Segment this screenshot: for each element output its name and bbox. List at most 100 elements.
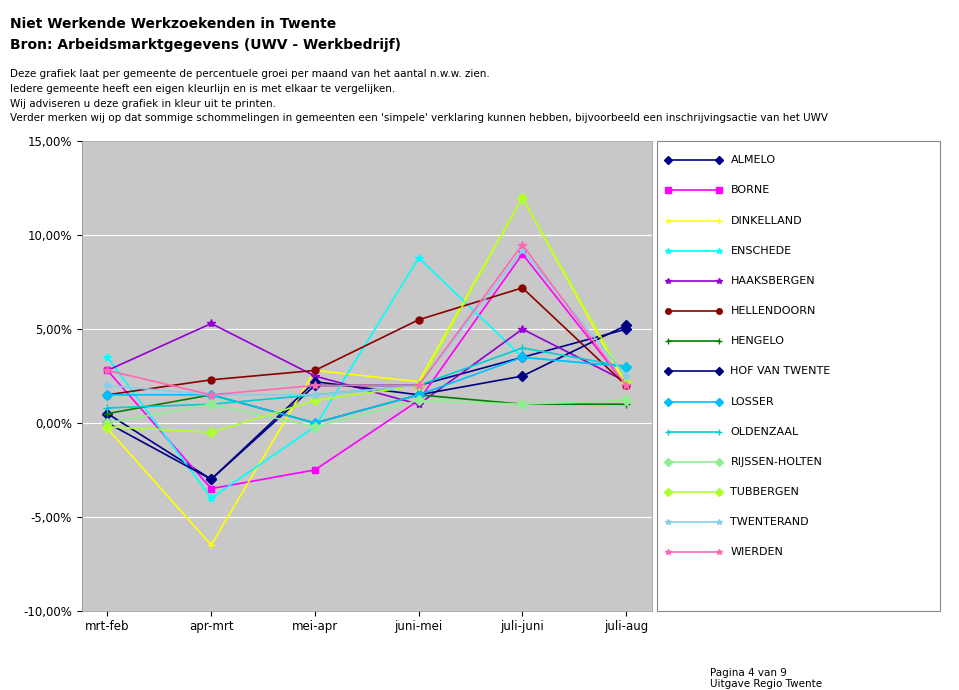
Text: OLDENZAAL: OLDENZAAL — [731, 426, 799, 437]
ENSCHEDE — [309, 422, 320, 431]
Text: BORNE: BORNE — [731, 186, 770, 195]
Text: DINKELLAND: DINKELLAND — [731, 215, 802, 226]
Line: OLDENZAAL: OLDENZAAL — [104, 344, 630, 412]
HELLENDOORN — [102, 391, 113, 399]
HOF VAN TWENTE — [309, 377, 320, 386]
ENSCHEDE — [620, 362, 632, 371]
Text: Niet Werkende Werkzoekenden in Twente: Niet Werkende Werkzoekenden in Twente — [10, 17, 336, 31]
LOSSER — [413, 391, 425, 399]
WIERDEN — [205, 391, 217, 399]
ENSCHEDE — [205, 494, 217, 502]
WIERDEN — [413, 382, 425, 390]
DINKELLAND — [413, 377, 425, 386]
Text: Deze grafiek laat per gemeente de percentuele groei per maand van het aantal n.w: Deze grafiek laat per gemeente de percen… — [10, 69, 489, 79]
DINKELLAND — [102, 424, 113, 433]
Text: TWENTERAND: TWENTERAND — [731, 518, 809, 527]
WIERDEN — [309, 382, 320, 390]
HENGELO — [620, 400, 632, 408]
HOF VAN TWENTE — [413, 391, 425, 399]
TWENTERAND — [620, 372, 632, 380]
HELLENDOORN — [309, 366, 320, 375]
RIJSSEN-HOLTEN — [309, 422, 320, 431]
Text: Wij adviseren u deze grafiek in kleur uit te printen.: Wij adviseren u deze grafiek in kleur ui… — [10, 99, 275, 108]
LOSSER — [205, 391, 217, 399]
BORNE — [102, 366, 113, 375]
Text: HENGELO: HENGELO — [731, 336, 784, 346]
HELLENDOORN — [620, 382, 632, 390]
BORNE — [413, 396, 425, 404]
DINKELLAND — [309, 366, 320, 375]
WIERDEN — [102, 366, 113, 375]
ALMELO — [413, 382, 425, 390]
LOSSER — [620, 362, 632, 371]
Line: ALMELO: ALMELO — [104, 326, 630, 483]
TUBBERGEN — [205, 428, 217, 437]
Text: LOSSER: LOSSER — [731, 397, 774, 406]
ENSCHEDE — [413, 254, 425, 262]
LOSSER — [102, 391, 113, 399]
HOF VAN TWENTE — [620, 322, 632, 330]
HAAKSBERGEN — [205, 319, 217, 328]
TUBBERGEN — [620, 377, 632, 386]
Text: Pagina 4 van 9: Pagina 4 van 9 — [710, 668, 786, 678]
TUBBERGEN — [309, 396, 320, 404]
Text: HOF VAN TWENTE: HOF VAN TWENTE — [731, 366, 830, 376]
BORNE — [309, 466, 320, 474]
OLDENZAAL — [205, 400, 217, 408]
HENGELO — [309, 419, 320, 427]
TUBBERGEN — [517, 194, 528, 202]
Line: TWENTERAND: TWENTERAND — [104, 246, 630, 399]
HAAKSBERGEN — [620, 377, 632, 386]
Text: ALMELO: ALMELO — [731, 155, 776, 165]
TWENTERAND — [102, 382, 113, 390]
DINKELLAND — [517, 194, 528, 202]
RIJSSEN-HOLTEN — [205, 400, 217, 408]
Text: HELLENDOORN: HELLENDOORN — [731, 306, 816, 316]
Line: WIERDEN: WIERDEN — [104, 241, 630, 399]
RIJSSEN-HOLTEN — [620, 396, 632, 404]
WIERDEN — [517, 241, 528, 249]
Line: HAAKSBERGEN: HAAKSBERGEN — [104, 319, 630, 408]
Text: HAAKSBERGEN: HAAKSBERGEN — [731, 276, 815, 286]
LOSSER — [309, 419, 320, 427]
HELLENDOORN — [413, 315, 425, 324]
BORNE — [620, 382, 632, 390]
HAAKSBERGEN — [102, 366, 113, 375]
Line: HELLENDOORN: HELLENDOORN — [104, 284, 630, 398]
TUBBERGEN — [413, 382, 425, 390]
HAAKSBERGEN — [413, 400, 425, 408]
ENSCHEDE — [517, 353, 528, 362]
Line: DINKELLAND: DINKELLAND — [104, 194, 630, 549]
ALMELO — [205, 475, 217, 484]
OLDENZAAL — [620, 362, 632, 371]
Text: Iedere gemeente heeft een eigen kleurlijn en is met elkaar te vergelijken.: Iedere gemeente heeft een eigen kleurlij… — [10, 84, 395, 94]
LOSSER — [517, 353, 528, 362]
ALMELO — [102, 409, 113, 417]
Line: BORNE: BORNE — [104, 250, 630, 492]
HENGELO — [517, 400, 528, 408]
HOF VAN TWENTE — [517, 372, 528, 380]
RIJSSEN-HOLTEN — [517, 400, 528, 408]
Text: Verder merken wij op dat sommige schommelingen in gemeenten een 'simpele' verkla: Verder merken wij op dat sommige schomme… — [10, 113, 828, 123]
HENGELO — [102, 409, 113, 417]
RIJSSEN-HOLTEN — [102, 419, 113, 427]
Text: WIERDEN: WIERDEN — [731, 547, 784, 558]
OLDENZAAL — [309, 391, 320, 399]
Text: Bron: Arbeidsmarktgegevens (UWV - Werkbedrijf): Bron: Arbeidsmarktgegevens (UWV - Werkbe… — [10, 38, 401, 52]
HAAKSBERGEN — [309, 372, 320, 380]
ALMELO — [620, 325, 632, 333]
TUBBERGEN — [102, 422, 113, 431]
OLDENZAAL — [413, 382, 425, 390]
HAAKSBERGEN — [517, 325, 528, 333]
Line: RIJSSEN-HOLTEN: RIJSSEN-HOLTEN — [104, 397, 630, 430]
Line: TUBBERGEN: TUBBERGEN — [104, 195, 630, 436]
HENGELO — [413, 391, 425, 399]
TWENTERAND — [517, 246, 528, 255]
WIERDEN — [620, 382, 632, 390]
BORNE — [205, 484, 217, 493]
HENGELO — [205, 391, 217, 399]
OLDENZAAL — [517, 344, 528, 352]
TWENTERAND — [205, 391, 217, 399]
HELLENDOORN — [205, 375, 217, 384]
Text: ENSCHEDE: ENSCHEDE — [731, 246, 791, 256]
